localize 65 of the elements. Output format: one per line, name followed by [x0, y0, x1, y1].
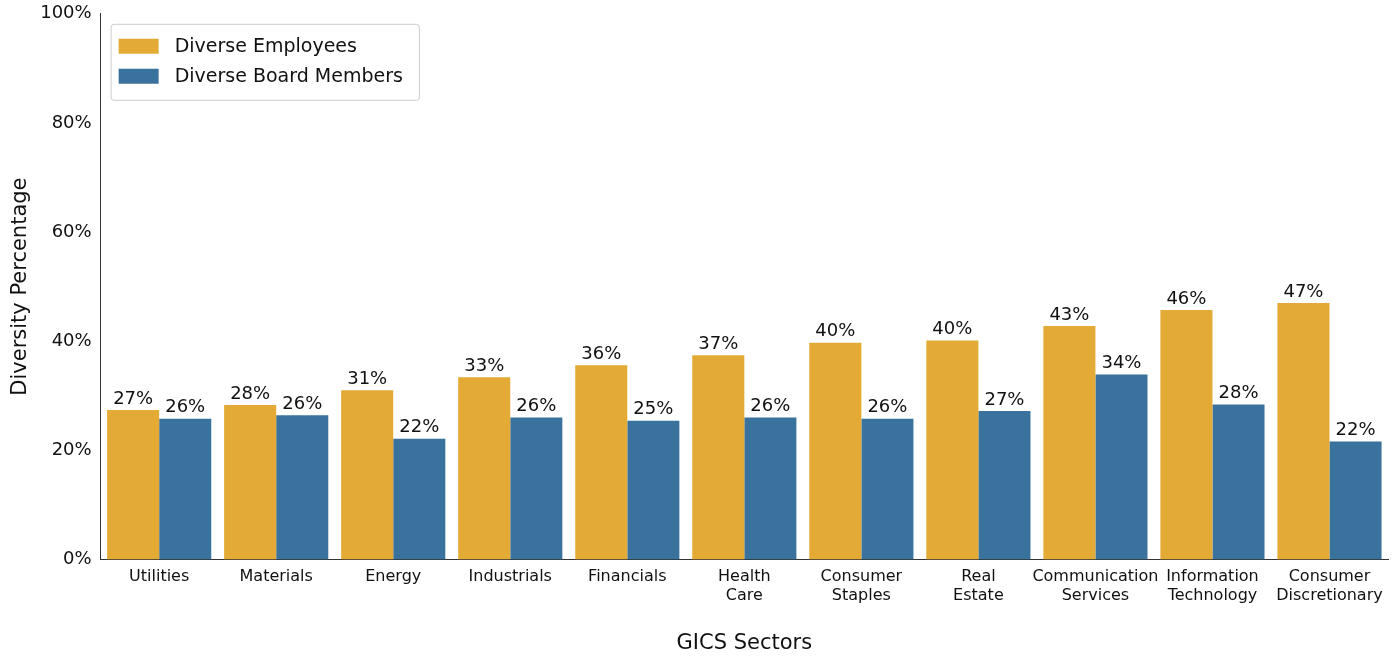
bar	[276, 415, 329, 560]
y-tick-label: 80%	[51, 110, 92, 132]
x-tick-label: Materials	[239, 566, 313, 586]
bar	[341, 390, 394, 560]
x-tick-label: Industrials	[468, 566, 552, 586]
data-label: 27%	[113, 386, 154, 408]
x-tick-label: Consumer Discretionary	[1276, 566, 1383, 605]
y-tick-label: 60%	[51, 219, 92, 241]
legend-label: Diverse Board Members	[174, 63, 403, 86]
y-tick-label: 40%	[51, 328, 92, 350]
x-tick-label: Consumer Staples	[820, 566, 903, 605]
data-label: 36%	[581, 341, 622, 363]
data-label: 22%	[1335, 418, 1376, 440]
data-label: 28%	[230, 381, 271, 403]
bar	[1095, 374, 1148, 560]
data-label: 37%	[698, 332, 739, 354]
x-tick-label: Information Technology	[1166, 566, 1259, 605]
x-tick-label: Financials	[588, 566, 667, 586]
data-label: 28%	[1218, 381, 1259, 403]
data-label: 33%	[464, 353, 505, 375]
bar	[159, 418, 212, 560]
data-label: 40%	[815, 319, 856, 341]
data-label: 26%	[282, 392, 323, 414]
x-tick-label: Energy	[365, 566, 422, 586]
x-tick-label: Utilities	[129, 566, 190, 586]
bar	[926, 340, 979, 560]
data-label: 25%	[633, 397, 674, 419]
bar	[861, 418, 914, 560]
data-label: 22%	[399, 415, 440, 437]
data-label: 34%	[1101, 351, 1142, 373]
x-tick-label: Health Care	[718, 566, 771, 605]
bar	[809, 342, 862, 560]
data-label: 47%	[1283, 279, 1324, 301]
bar	[393, 438, 446, 560]
y-axis-title: Diversity Percentage	[7, 177, 32, 396]
data-label: 40%	[932, 317, 973, 339]
bar	[1212, 404, 1265, 560]
bar	[978, 411, 1031, 560]
bar	[1329, 441, 1382, 560]
data-label: 26%	[750, 394, 791, 416]
bar	[1043, 325, 1096, 560]
x-tick-label: Real Estate	[953, 566, 1004, 605]
data-label: 27%	[984, 387, 1025, 409]
bar	[1160, 310, 1213, 560]
data-label: 31%	[347, 366, 388, 388]
bar	[458, 377, 511, 560]
bar	[510, 417, 563, 560]
data-label: 26%	[867, 395, 908, 417]
bar	[1277, 302, 1330, 560]
data-label: 26%	[165, 395, 206, 417]
y-tick-label: 20%	[51, 437, 92, 459]
bar	[692, 355, 745, 560]
bar	[224, 405, 277, 560]
data-label: 43%	[1049, 302, 1090, 324]
legend-label: Diverse Employees	[174, 33, 357, 56]
x-tick-label: Communication Services	[1032, 566, 1159, 605]
y-tick-label: 100%	[40, 1, 92, 23]
data-label: 26%	[516, 394, 557, 416]
bar	[744, 417, 797, 560]
bar	[627, 420, 680, 560]
bar	[107, 409, 160, 560]
x-axis-title: GICS Sectors	[676, 629, 813, 654]
data-label: 46%	[1166, 286, 1207, 308]
y-tick-label: 0%	[63, 547, 92, 569]
bar	[575, 365, 628, 560]
